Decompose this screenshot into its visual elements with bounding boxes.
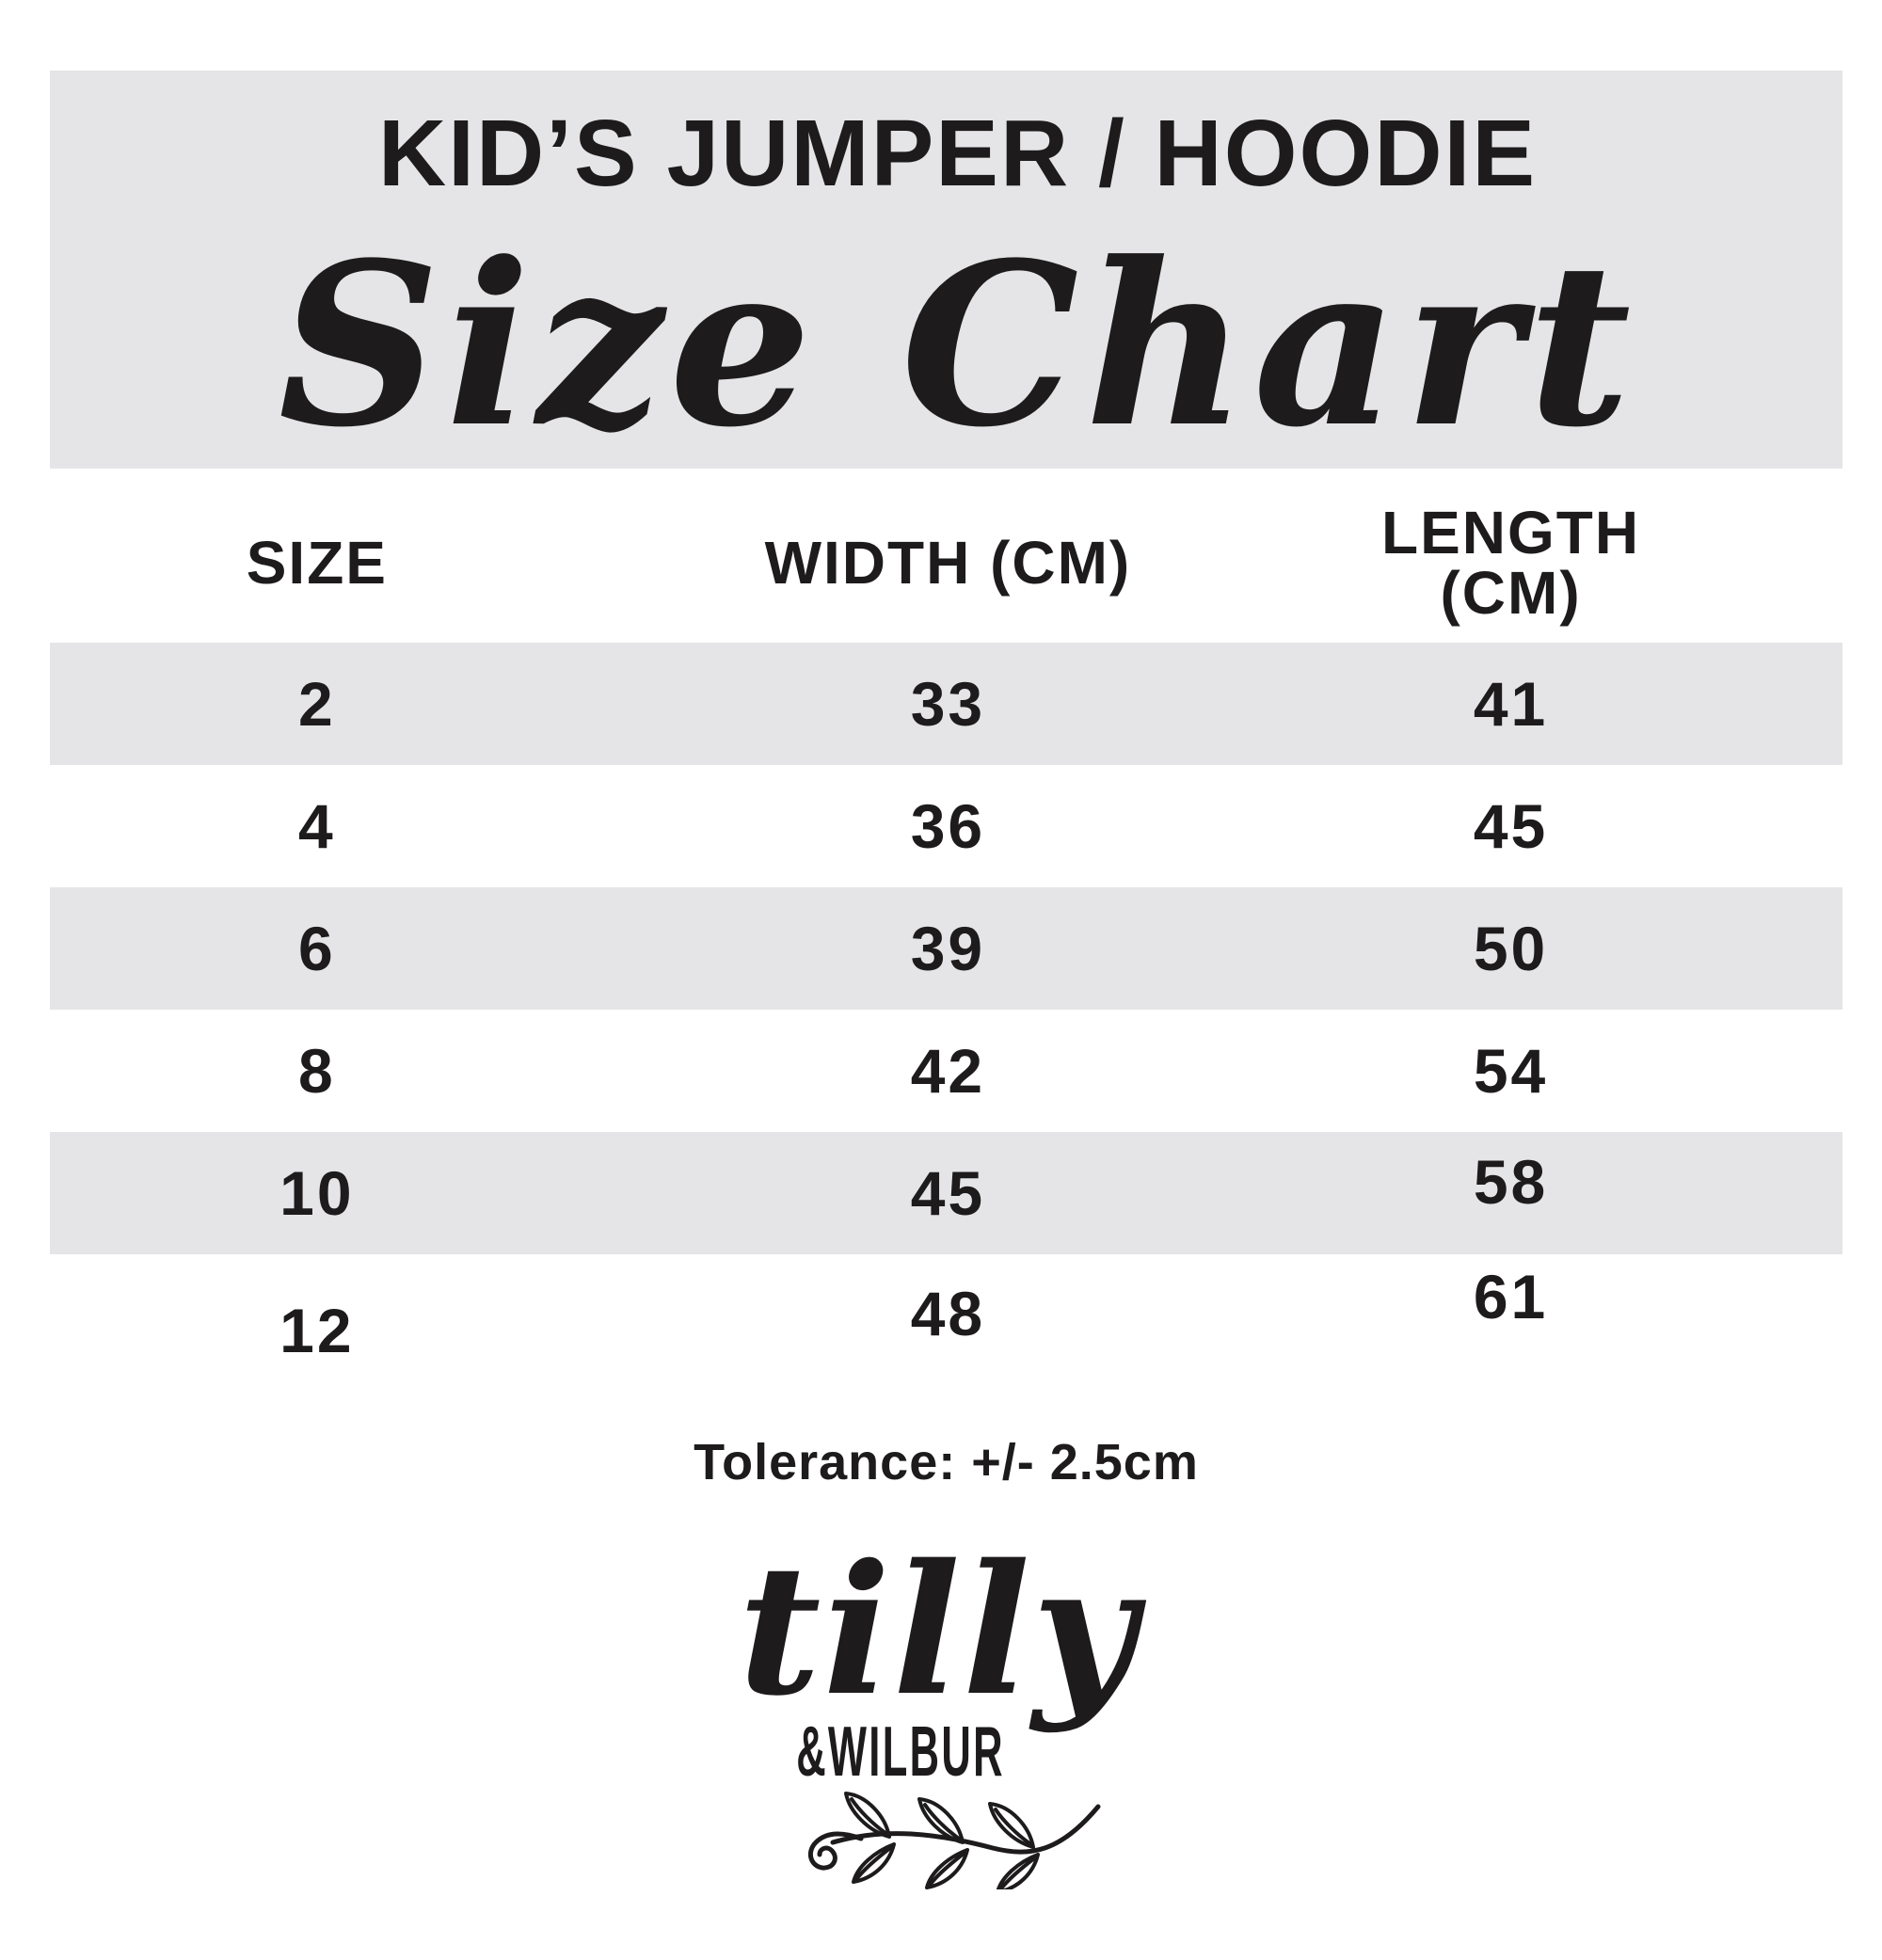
column-header-width: WIDTH (CM) xyxy=(764,529,1132,597)
table-row: 10 45 58 xyxy=(50,1132,1842,1254)
tolerance-note: Tolerance: +/- 2.5cm xyxy=(694,1434,1199,1490)
column-header-size: SIZE xyxy=(246,529,388,597)
width-value: 42 xyxy=(910,1036,986,1106)
page-script-title: Size Chart xyxy=(278,215,1637,477)
length-value: 58 xyxy=(1473,1147,1549,1217)
table-body: 2 33 41 4 36 45 6 39 50 8 42 54 xyxy=(50,643,1842,1377)
table-row: 6 39 50 xyxy=(50,887,1842,1010)
header-banner: KID’S JUMPER / HOODIE Size Chart xyxy=(50,71,1842,469)
width-value: 39 xyxy=(910,914,986,983)
logo-wordmark-caps: &WILBUR xyxy=(796,1712,1005,1791)
logo-wordmark-script: tilly xyxy=(738,1525,1139,1735)
width-value: 48 xyxy=(910,1279,986,1348)
table-header-row: SIZE WIDTH (CM) LENGTH (CM) xyxy=(50,502,1842,624)
size-table: SIZE WIDTH (CM) LENGTH (CM) 2 33 41 4 36… xyxy=(50,502,1842,1377)
table-row: 8 42 54 xyxy=(50,1010,1842,1132)
page-title: KID’S JUMPER / HOODIE xyxy=(377,101,1538,206)
laurel-branch-icon xyxy=(807,1792,1101,1889)
size-value: 6 xyxy=(297,914,336,983)
length-value: 41 xyxy=(1473,669,1549,739)
size-value: 4 xyxy=(297,791,336,861)
size-value: 12 xyxy=(279,1296,355,1365)
table-row: 12 48 61 xyxy=(50,1254,1842,1377)
table-row: 4 36 45 xyxy=(50,765,1842,887)
width-value: 36 xyxy=(910,791,986,861)
length-value: 61 xyxy=(1473,1262,1549,1331)
length-value: 54 xyxy=(1473,1036,1549,1106)
size-value: 10 xyxy=(279,1158,355,1228)
width-value: 33 xyxy=(910,669,986,739)
column-header-length: LENGTH (CM) xyxy=(1381,499,1641,627)
table-row: 2 33 41 xyxy=(50,643,1842,765)
size-value: 2 xyxy=(297,669,336,739)
size-value: 8 xyxy=(297,1036,336,1106)
width-value: 45 xyxy=(910,1158,986,1228)
length-value: 45 xyxy=(1473,791,1549,861)
length-value: 50 xyxy=(1473,914,1549,983)
